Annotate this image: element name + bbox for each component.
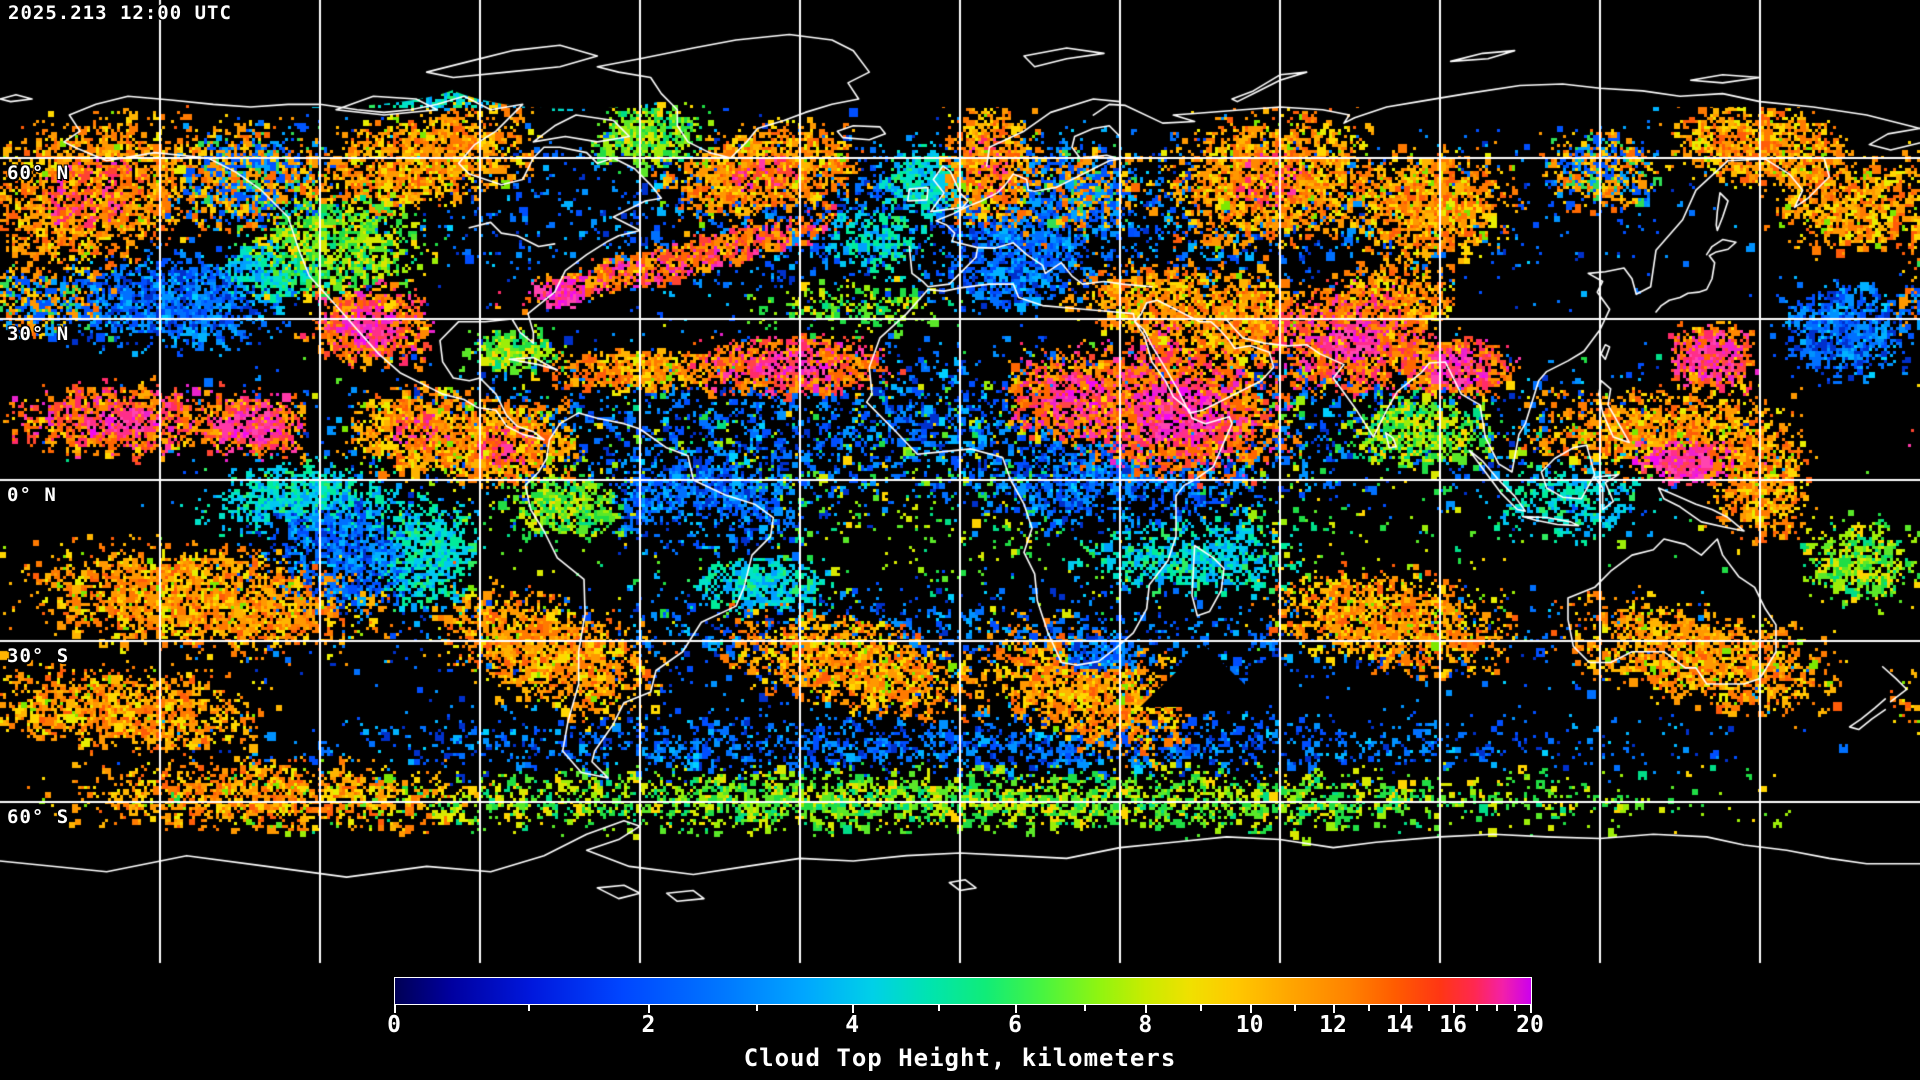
colorbar-tick-label-20: 20 <box>1516 1012 1544 1038</box>
colorbar-tick-label-6: 6 <box>1008 1012 1022 1038</box>
latitude-label-60n: 60° N <box>7 162 70 184</box>
colorbar-tick-mark <box>938 1005 941 1011</box>
colorbar-tick-label-4: 4 <box>845 1012 860 1038</box>
colorbar-tick-label-14: 14 <box>1385 1012 1414 1038</box>
colorbar-tick-mark <box>1368 1005 1371 1011</box>
colorbar-tick-mark <box>1453 1005 1456 1013</box>
colorbar-tick-label-10: 10 <box>1235 1012 1264 1038</box>
colorbar-tick-label-2: 2 <box>641 1012 656 1038</box>
latitude-label-60s: 60° S <box>7 806 70 828</box>
colorbar-tick-mark <box>648 1005 651 1013</box>
colorbar-tick-label-12: 12 <box>1319 1012 1347 1038</box>
colorbar-tick-mark <box>1200 1005 1203 1011</box>
colorbar-tick-mark <box>1145 1005 1148 1013</box>
colorbar-tick-mark <box>1513 1005 1516 1011</box>
colorbar-tick-label-8: 8 <box>1138 1012 1153 1038</box>
colorbar-tick-label-0: 0 <box>387 1012 401 1038</box>
colorbar-tick-mark <box>756 1005 759 1011</box>
colorbar-tick-mark <box>1399 1005 1402 1013</box>
colorbar-tick-mark <box>1015 1005 1018 1013</box>
colorbar-tick-mark <box>528 1005 531 1011</box>
colorbar-tick-mark <box>394 1005 396 1013</box>
timestamp-label: 2025.213 12:00 UTC <box>8 2 232 24</box>
colorbar-title: Cloud Top Height, kilometers <box>743 1044 1177 1072</box>
colorbar-tick-mark <box>1083 1005 1086 1011</box>
latitude-label-0n: 0° N <box>7 484 57 506</box>
colorbar-tick-mark <box>1249 1005 1252 1013</box>
latitude-label-30s: 30° S <box>7 645 70 667</box>
colorbar-tick-mark <box>1530 1005 1532 1013</box>
colorbar-tick-mark <box>1293 1005 1296 1011</box>
colorbar-tick-mark <box>852 1005 855 1013</box>
colorbar-tick-mark <box>1427 1005 1430 1011</box>
colorbar-tick-mark <box>1475 1005 1478 1011</box>
colorbar-tick-mark <box>1495 1005 1498 1011</box>
colorbar-tick-mark <box>1333 1005 1336 1013</box>
colorbar-tick-label-16: 16 <box>1439 1012 1467 1038</box>
colorbar-gradient-bar <box>394 977 1532 1005</box>
latitude-label-30n: 30° N <box>7 323 70 345</box>
